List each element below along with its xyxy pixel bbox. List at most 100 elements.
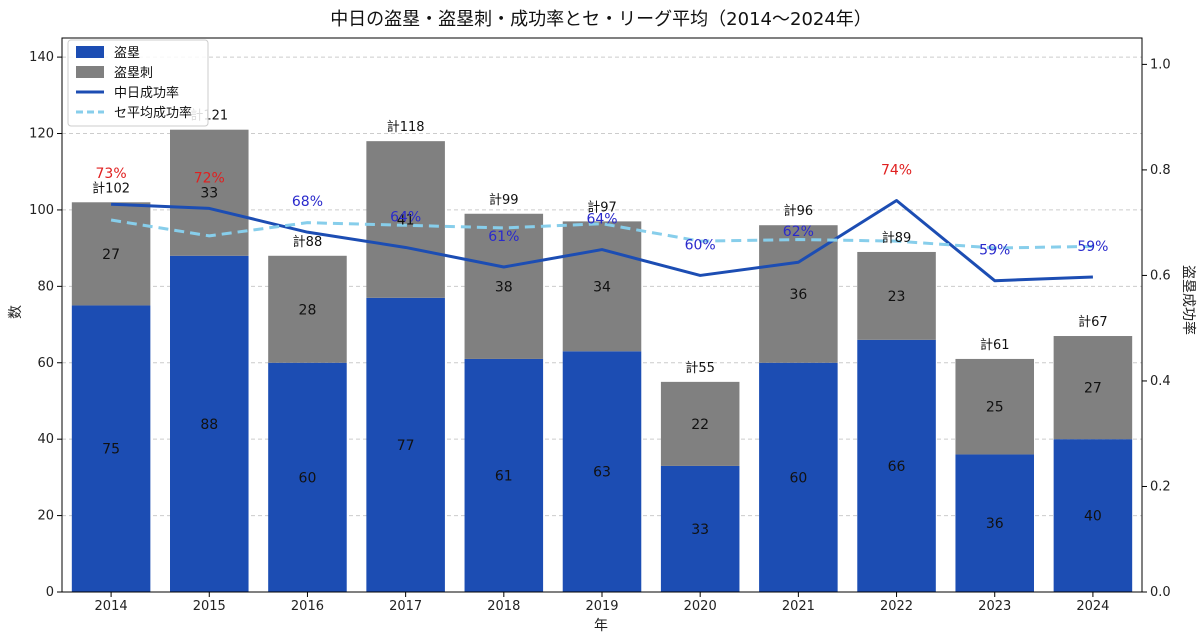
- chart-title: 中日の盗塁・盗塁刺・成功率とセ・リーグ平均（2014〜2024年）: [330, 9, 872, 30]
- bar-value-label-caught: 36: [789, 287, 807, 303]
- y2-tick-label: 0.4: [1150, 374, 1171, 389]
- bar-value-label-steals: 77: [397, 438, 415, 454]
- bar-steals: [1053, 439, 1133, 592]
- bar-total-label: 計102: [92, 180, 130, 196]
- bar-value-label-steals: 75: [102, 442, 120, 458]
- x-tick-label: 2022: [880, 599, 913, 614]
- bar-value-label-caught: 33: [200, 186, 218, 202]
- bar-steals: [955, 454, 1034, 592]
- rate-data-label: 64%: [586, 212, 617, 228]
- legend-label: 盗塁刺: [114, 65, 153, 81]
- bar-total-label: 計61: [980, 337, 1010, 353]
- bar-total-label: 計89: [882, 230, 912, 246]
- x-tick-label: 2016: [291, 599, 324, 614]
- y-tick-label: 20: [37, 509, 54, 524]
- rate-data-label: 72%: [194, 170, 225, 186]
- bar-value-label-caught: 28: [299, 302, 317, 318]
- line-chunichi-success-rate: [111, 199, 1093, 283]
- bar-value-label-steals: 33: [691, 522, 709, 538]
- legend-label: セ平均成功率: [114, 105, 192, 121]
- rate-data-label: 59%: [1077, 239, 1108, 255]
- bar-value-label-steals: 36: [986, 516, 1004, 532]
- bar-steals: [562, 351, 642, 592]
- bar-steals: [759, 362, 838, 592]
- bar-caught-stealing: [1053, 336, 1133, 440]
- x-tick-label: 2014: [95, 599, 128, 614]
- bars-layer: [71, 129, 1133, 593]
- bar-steals: [366, 297, 445, 592]
- axes-layer: 0 20 40 60 80 100 120 140 0.0 0.2 0.4 0.6 0.8 1.0 2014…: [29, 37, 1171, 614]
- bar-total-label: 計118: [387, 119, 425, 135]
- x-tick-label: 2024: [1076, 599, 1109, 614]
- bar-total-label: 計96: [784, 203, 814, 219]
- bar-value-label-steals: 40: [1084, 509, 1102, 525]
- rate-data-label: 61%: [488, 229, 519, 245]
- x-tick-label: 2023: [978, 599, 1011, 614]
- y-tick-label: 140: [29, 50, 54, 65]
- bar-value-label-caught: 38: [495, 279, 513, 295]
- bar-total-label: 計55: [685, 360, 715, 376]
- bar-caught-stealing: [71, 202, 151, 306]
- bar-value-label-steals: 88: [200, 417, 218, 433]
- bar-caught-stealing: [759, 225, 838, 363]
- legend-swatch: [76, 46, 104, 58]
- bar-caught-stealing: [464, 213, 544, 359]
- bar-value-label-steals: 60: [299, 470, 317, 486]
- bar-value-label-steals: 61: [495, 468, 513, 484]
- bar-value-label-caught: 27: [1084, 381, 1102, 397]
- x-tick-label: 2017: [389, 599, 422, 614]
- x-tick-label: 2021: [782, 599, 815, 614]
- rate-data-label: 64%: [390, 209, 421, 225]
- y-tick-label: 120: [29, 127, 54, 142]
- legend-box: [67, 39, 209, 127]
- y-tick-label: 60: [37, 356, 54, 371]
- y2-tick-label: 0.2: [1150, 479, 1171, 494]
- y-axis-title: 数: [8, 305, 24, 319]
- bar-caught-stealing: [268, 255, 347, 363]
- y2-tick-label: 0.6: [1150, 268, 1171, 283]
- y2-tick-label: 1.0: [1150, 57, 1171, 72]
- line-central-league-average-rate: [110, 218, 1093, 250]
- rate-data-label: 68%: [292, 194, 323, 210]
- y2-tick-label: 0.8: [1150, 163, 1171, 178]
- y-tick-label: 100: [29, 203, 54, 218]
- bar-value-label-steals: 66: [888, 459, 906, 475]
- bar-value-label-caught: 25: [986, 400, 1004, 416]
- bar-value-label-caught: 22: [691, 417, 709, 433]
- x-tick-label: 2015: [193, 599, 226, 614]
- y-tick-label: 0: [46, 585, 54, 600]
- legend-swatch: [76, 66, 104, 78]
- rate-data-label: 59%: [979, 243, 1010, 259]
- x-axis-title: 年: [594, 618, 608, 634]
- bar-total-label: 計88: [293, 234, 323, 250]
- bar-caught-stealing: [955, 358, 1034, 455]
- y-tick-label: 80: [37, 279, 54, 294]
- legend-label: 盗塁: [114, 45, 140, 61]
- bar-caught-stealing: [857, 251, 936, 340]
- bar-steals: [660, 465, 740, 592]
- x-tick-label: 2020: [684, 599, 717, 614]
- bar-steals: [71, 305, 151, 592]
- x-tick-label: 2019: [585, 599, 618, 614]
- bar-caught-stealing: [660, 381, 740, 466]
- bar-value-label-caught: 41: [397, 212, 415, 228]
- rate-data-label: 60%: [685, 237, 716, 253]
- y2-tick-label: 0.0: [1150, 585, 1171, 600]
- rate-data-label: 62%: [783, 224, 814, 240]
- bar-steals: [268, 362, 347, 592]
- lines-layer: [110, 199, 1093, 283]
- bar-steals: [170, 255, 249, 593]
- legend-label: 中日成功率: [114, 85, 179, 101]
- bar-value-label-caught: 27: [102, 247, 120, 263]
- bar-steals: [464, 358, 544, 592]
- bar-value-label-steals: 60: [789, 470, 807, 486]
- bar-total-label: 計67: [1078, 314, 1108, 330]
- bar-value-label-caught: 23: [888, 289, 906, 305]
- bar-total-label: 計97: [587, 199, 617, 215]
- bar-value-label-caught: 34: [593, 279, 611, 295]
- bar-caught-stealing: [366, 141, 445, 298]
- bar-steals: [857, 339, 936, 592]
